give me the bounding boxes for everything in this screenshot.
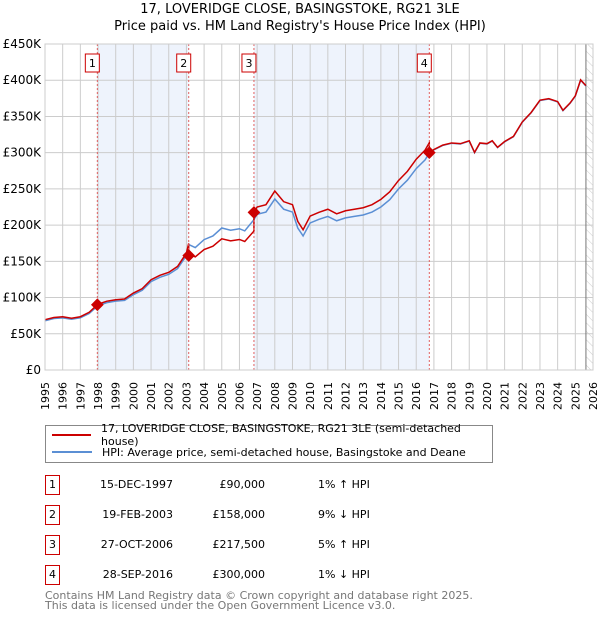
- y-tick-label: £150K: [3, 254, 43, 268]
- y-tick-label: £50K: [10, 327, 42, 341]
- price-chart: 1995 1996 1997 1998 1999 2000 2001 2002 2003 2004…: [3, 37, 600, 410]
- x-tick-label: 2001: [145, 382, 158, 410]
- y-tick-label: £200K: [3, 218, 43, 232]
- x-tick-label: 2005: [216, 382, 229, 410]
- x-tick-label: 1999: [110, 382, 123, 410]
- x-tick-label: 2015: [393, 382, 406, 410]
- sale-hpi-diff: 9% ↓ HPI: [318, 508, 370, 521]
- legend-swatch-property: [52, 434, 92, 436]
- legend-swatch-hpi: [52, 451, 92, 453]
- sale-badge: 4: [45, 565, 60, 585]
- sale-label-box: [241, 53, 257, 73]
- sale-label-box: [84, 53, 100, 73]
- y-tick-label: £450K: [3, 37, 43, 51]
- y-tick-label: £0: [26, 363, 41, 377]
- legend-item-hpi: HPI: Average price, semi-detached house,…: [52, 444, 466, 460]
- sale-hpi-diff: 1% ↓ HPI: [318, 568, 370, 581]
- sale-label: 3: [245, 57, 252, 70]
- sale-price: £300,000: [212, 568, 266, 581]
- sale-price: £217,500: [212, 538, 266, 551]
- x-tick-label: 2008: [269, 382, 282, 410]
- x-tick-label: 2003: [180, 382, 193, 410]
- x-tick-label: 2002: [163, 382, 176, 410]
- shade-region: [253, 44, 430, 370]
- footer-licence: This data is licensed under the Open Gov…: [45, 599, 396, 612]
- x-tick-label: 2026: [587, 382, 600, 410]
- x-tick-label: 2017: [428, 382, 441, 410]
- y-tick-label: £300K: [3, 146, 43, 160]
- x-tick-label: 2016: [410, 382, 423, 410]
- property-price-line: [44, 78, 587, 321]
- chart-title: 17, LOVERIDGE CLOSE, BASINGSTOKE, RG21 3…: [140, 2, 460, 17]
- x-tick-label: 2025: [569, 382, 582, 410]
- sale-badge: 2: [45, 505, 60, 525]
- legend: 17, LOVERIDGE CLOSE, BASINGSTOKE, RG21 3…: [45, 422, 493, 463]
- x-tick-label: 2004: [198, 382, 211, 410]
- sale-hpi-diff: 1% ↑ HPI: [318, 478, 370, 491]
- x-tick-label: 1996: [57, 382, 70, 410]
- x-tick-label: 2024: [552, 382, 565, 410]
- y-tick-label: £400K: [3, 73, 43, 87]
- sale-marker: [90, 298, 104, 312]
- future-hatch: [585, 44, 593, 370]
- sale-marker: [422, 146, 436, 160]
- x-tick-label: 2013: [357, 382, 370, 410]
- sale-badge: 1: [45, 475, 60, 495]
- x-tick-label: 1995: [39, 382, 52, 410]
- x-tick-label: 2020: [481, 382, 494, 410]
- sale-label: 4: [421, 57, 428, 70]
- sale-label-box: [176, 53, 192, 73]
- x-tick-label: 2018: [446, 382, 459, 410]
- legend-item-property: 17, LOVERIDGE CLOSE, BASINGSTOKE, RG21 3…: [52, 422, 492, 448]
- sale-date: 15-DEC-1997: [99, 478, 173, 491]
- x-tick-label: 2006: [233, 382, 246, 410]
- x-tick-label: 1998: [92, 382, 105, 410]
- shade-region: [97, 44, 189, 370]
- x-tick-label: 2019: [463, 382, 476, 410]
- x-tick-label: 2022: [516, 382, 529, 410]
- y-tick-label: £250K: [3, 182, 43, 196]
- x-tick-label: 2023: [534, 382, 547, 410]
- sale-badge: 3: [45, 535, 60, 555]
- sale-label: 2: [180, 57, 187, 70]
- chart-subtitle: Price paid vs. HM Land Registry's House …: [114, 19, 486, 34]
- sale-date: 27-OCT-2006: [100, 538, 173, 551]
- plot-border: [44, 43, 594, 371]
- sale-hpi-diff: 5% ↑ HPI: [318, 538, 370, 551]
- legend-label-property: 17, LOVERIDGE CLOSE, BASINGSTOKE, RG21 3…: [101, 422, 461, 448]
- y-tick-label: £350K: [3, 109, 43, 123]
- sale-date: 28-SEP-2016: [102, 568, 173, 581]
- x-tick-label: 2007: [251, 382, 264, 410]
- x-tick-label: 2011: [322, 382, 335, 410]
- x-tick-label: 2000: [127, 382, 140, 410]
- footer-copyright: Contains HM Land Registry data © Crown c…: [45, 589, 473, 602]
- y-tick-label: £100K: [3, 291, 43, 305]
- sale-date: 19-FEB-2003: [102, 508, 173, 521]
- sale-price: £158,000: [212, 508, 266, 521]
- sale-marker: [182, 249, 196, 262]
- x-tick-label: 1997: [74, 382, 87, 410]
- sale-price: £90,000: [219, 478, 266, 491]
- x-tick-label: 2009: [286, 382, 299, 410]
- legend-label-hpi: HPI: Average price, semi-detached house,…: [102, 445, 466, 459]
- sale-label: 1: [89, 57, 96, 70]
- x-tick-label: 2014: [375, 382, 388, 410]
- x-tick-label: 2012: [340, 382, 353, 410]
- x-tick-label: 2010: [304, 382, 317, 410]
- sale-label-box: [416, 53, 432, 73]
- x-tick-label: 2021: [499, 382, 512, 410]
